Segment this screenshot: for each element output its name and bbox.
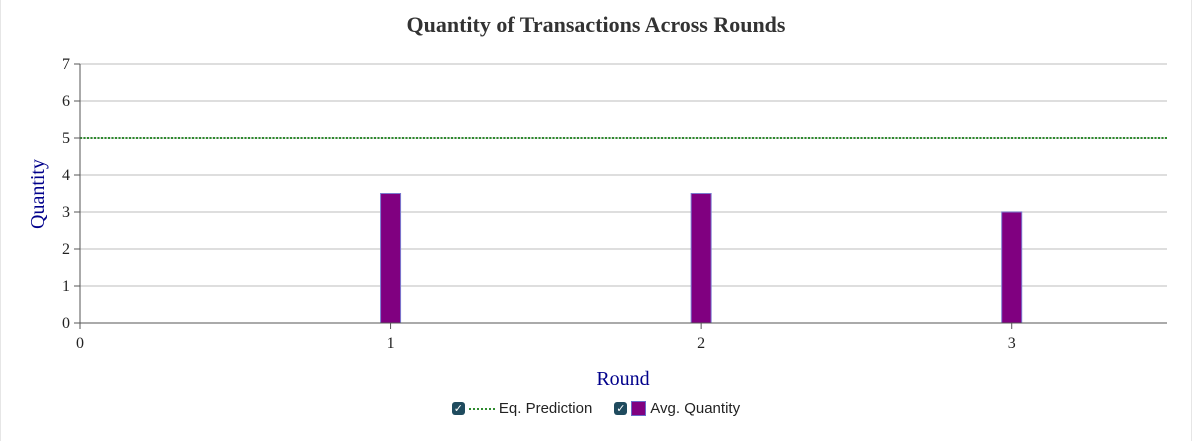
checkbox-checked-icon[interactable]: ✓ (614, 402, 628, 415)
bar-swatch-icon (631, 401, 647, 416)
legend-item-eq-prediction[interactable]: ✓ Eq. Prediction (451, 400, 593, 417)
y-tick-label: 0 (62, 315, 70, 332)
x-axis-label: Round (596, 368, 649, 390)
y-tick-label: 2 (62, 241, 70, 258)
y-tick-label: 4 (62, 167, 70, 184)
x-tick-label: 2 (697, 335, 705, 352)
bar (380, 193, 402, 324)
y-tick-label: 3 (62, 204, 70, 221)
y-axis-label: Quantity (27, 159, 49, 229)
legend-label-avg-quantity: Avg. Quantity (650, 400, 741, 417)
checkbox-checked-icon[interactable]: ✓ (451, 402, 465, 415)
bar (690, 193, 712, 324)
bars (380, 193, 1023, 324)
x-tick-label: 3 (1008, 335, 1016, 352)
y-tick-label: 7 (62, 56, 70, 73)
y-tick-label: 1 (62, 278, 70, 295)
y-tick-label: 6 (62, 93, 70, 110)
axes: 0 1 2 3 4 5 6 7 0 1 2 3 (62, 56, 1167, 352)
bar (1001, 211, 1023, 324)
x-tick-label: 1 (387, 335, 395, 352)
x-tick-label: 0 (76, 335, 84, 352)
chart-canvas: Quantity of Transactions Across Rounds 0… (27, 12, 1167, 390)
legend-item-avg-quantity[interactable]: ✓ Avg. Quantity (614, 400, 740, 417)
legend-label-eq-prediction: Eq. Prediction (498, 400, 593, 417)
legend: ✓ Eq. Prediction ✓ Avg. Quantity (0, 400, 1192, 417)
dotted-line-swatch-icon (468, 407, 495, 410)
y-tick-label: 5 (62, 130, 70, 147)
chart-title: Quantity of Transactions Across Rounds (407, 12, 786, 37)
